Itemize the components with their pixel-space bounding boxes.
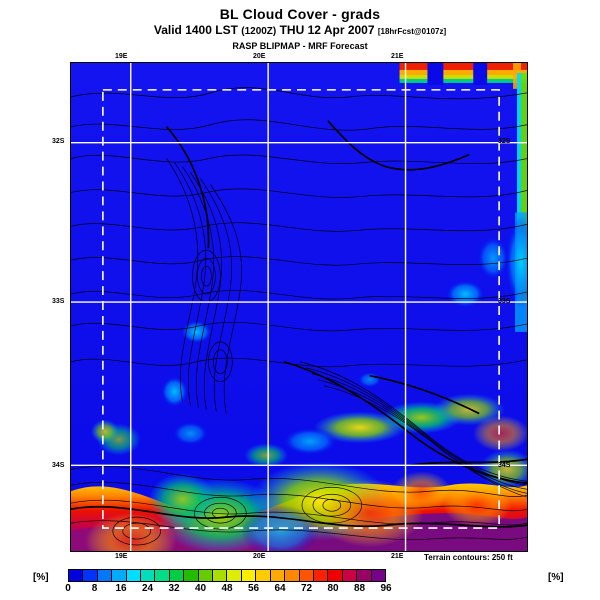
colorbar-swatch-13 bbox=[256, 570, 271, 581]
lat-tick-right-0: 32S bbox=[498, 138, 511, 145]
lon-tick-top-0: 19E bbox=[115, 53, 128, 60]
colorbar-tick-56: 56 bbox=[247, 583, 260, 594]
subtitle: RASP BLIPMAP - MRF Forecast bbox=[232, 41, 368, 51]
colorbar-tick-96: 96 bbox=[380, 583, 392, 594]
colorbar-unit-left: [%] bbox=[33, 572, 49, 583]
lat-tick-left-1: 33S bbox=[52, 298, 65, 305]
colorbar-tick-0: 0 bbox=[65, 583, 71, 594]
colorbar-tick-80: 80 bbox=[327, 583, 339, 594]
colorbar-tick-40: 40 bbox=[194, 583, 207, 594]
lon-tick-top-1: 20E bbox=[253, 53, 266, 60]
colorbar-swatch-19 bbox=[342, 570, 358, 581]
lon-tick-bottom-0: 19E bbox=[115, 553, 128, 560]
map-plot-area[interactable] bbox=[70, 62, 528, 552]
colorbar-swatch-0 bbox=[69, 570, 84, 581]
valid-prefix: Valid 1400 LST bbox=[153, 23, 242, 37]
colorbar-swatch-1 bbox=[83, 570, 98, 581]
colorbar-unit-right: [%] bbox=[548, 572, 564, 583]
colorbar-swatch-4 bbox=[126, 570, 142, 581]
colorbar-tick-64: 64 bbox=[274, 583, 286, 594]
colorbar-tick-32: 32 bbox=[168, 583, 180, 594]
colorbar[interactable] bbox=[68, 569, 386, 582]
colorbar-swatch-11 bbox=[227, 570, 242, 581]
colorbar-tick-labels: 0 8 16 24 32 40 48 56 64 72 80 88 96 bbox=[0, 583, 600, 597]
lon-tick-bottom-2: 21E bbox=[391, 553, 404, 560]
colorbar-swatch-15 bbox=[285, 570, 300, 581]
colorbar-swatch-21 bbox=[371, 570, 385, 581]
colorbar-tick-24: 24 bbox=[141, 583, 154, 594]
lat-tick-right-2: 34S bbox=[498, 462, 511, 469]
valid-utc: (1200Z) bbox=[241, 26, 277, 37]
colorbar-tick-16: 16 bbox=[115, 583, 127, 594]
colorbar-swatch-5 bbox=[141, 570, 156, 581]
colorbar-swatch-18 bbox=[328, 570, 343, 581]
colorbar-swatch-7 bbox=[169, 570, 185, 581]
colorbar-swatch-9 bbox=[198, 570, 214, 581]
colorbar-swatch-12 bbox=[241, 570, 257, 581]
lon-tick-bottom-1: 20E bbox=[253, 553, 266, 560]
colorbar-swatch-10 bbox=[213, 570, 228, 581]
colorbar-tick-8: 8 bbox=[91, 583, 98, 594]
colorbar-swatch-6 bbox=[155, 570, 170, 581]
title-block: BL Cloud Cover - grads Valid 1400 LST (1… bbox=[0, 6, 600, 52]
valid-time-line: Valid 1400 LST (1200Z) THU 12 Apr 2007 [… bbox=[0, 23, 600, 39]
colorbar-swatch-17 bbox=[313, 570, 329, 581]
colorbar-tick-72: 72 bbox=[300, 583, 313, 594]
lat-tick-right-1: 33S bbox=[498, 298, 511, 305]
colorbar-swatch-8 bbox=[184, 570, 199, 581]
forecast-tag: [18hrFcst@0107z] bbox=[377, 27, 447, 36]
colorbar-swatch-20 bbox=[357, 570, 372, 581]
colorbar-swatch-16 bbox=[299, 570, 314, 581]
colorbar-swatch-14 bbox=[270, 570, 286, 581]
lon-tick-top-2: 21E bbox=[391, 53, 404, 60]
terrain-contour-note: Terrain contours: 250 ft bbox=[424, 553, 513, 562]
colorbar-swatch-3 bbox=[112, 570, 127, 581]
lat-tick-left-0: 32S bbox=[52, 138, 65, 145]
valid-date: THU 12 Apr 2007 bbox=[276, 23, 378, 37]
colorbar-swatch-2 bbox=[97, 570, 113, 581]
colorbar-tick-48: 48 bbox=[221, 583, 233, 594]
lat-tick-left-2: 34S bbox=[52, 462, 65, 469]
cloud-cover-field bbox=[71, 63, 527, 551]
page-title: BL Cloud Cover - grads bbox=[219, 6, 381, 22]
colorbar-tick-88: 88 bbox=[353, 583, 366, 594]
